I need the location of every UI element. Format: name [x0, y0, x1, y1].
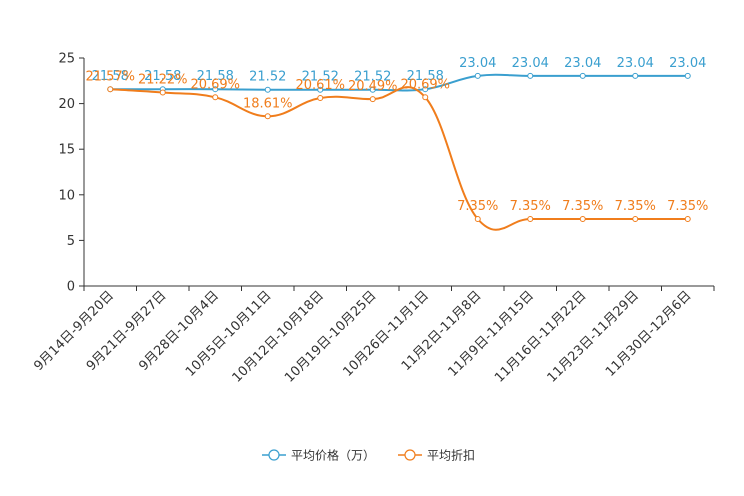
series-layer	[107, 72, 691, 231]
price-series-point[interactable]	[422, 86, 429, 93]
legend: 平均价格（万） 平均折扣	[262, 448, 475, 463]
price-series-data-label: 23.04	[564, 56, 601, 71]
discount-series-data-label: 20.61%	[295, 78, 345, 93]
price-series-point[interactable]	[264, 86, 271, 93]
discount-series-point[interactable]	[264, 113, 271, 120]
discount-series-point[interactable]	[422, 94, 429, 101]
discount-series-point[interactable]	[684, 215, 691, 222]
x-tick-label: 11月23日-11月29日	[545, 288, 642, 385]
price-series-point[interactable]	[527, 72, 534, 79]
data-labels: 21.58 21.58 21.58 21.52 21.52 21.52 21.58 23.04…	[85, 56, 708, 214]
discount-series-point[interactable]	[212, 94, 219, 101]
price-series-data-label: 21.58	[92, 69, 129, 84]
price-series-point[interactable]	[212, 86, 219, 93]
price-series-data-label: 23.04	[617, 56, 654, 71]
y-tick-label: 5	[67, 234, 75, 249]
y-tick-label: 15	[58, 143, 75, 158]
discount-series-data-label: 7.35%	[562, 199, 603, 214]
y-tick-label: 20	[58, 97, 75, 112]
x-tick-label: 10月19日-10月25日	[282, 288, 379, 385]
price-series-data-label: 23.04	[669, 56, 706, 71]
price-series-data-label: 21.52	[302, 70, 339, 85]
price-series-point[interactable]	[579, 72, 586, 79]
price-series-data-label: 21.52	[354, 70, 391, 85]
discount-series-point[interactable]	[107, 86, 114, 93]
price-series-point[interactable]	[684, 72, 691, 79]
y-tick-label: 10	[58, 188, 75, 203]
price-series-data-label: 23.04	[512, 56, 549, 71]
discount-series-data-label: 20.69%	[400, 77, 450, 92]
discount-series-data-label: 7.35%	[667, 199, 708, 214]
discount-series-point[interactable]	[527, 215, 534, 222]
discount-series-point[interactable]	[474, 215, 481, 222]
price-series-point[interactable]	[369, 86, 376, 93]
discount-series-point[interactable]	[159, 89, 166, 96]
price-series-data-label: 23.04	[459, 56, 496, 71]
discount-series-legend-label[interactable]: 平均折扣	[427, 448, 475, 463]
discount-series-data-label: 7.35%	[615, 199, 656, 214]
discount-series-legend-icon	[404, 449, 416, 461]
price-series-legend-icon	[268, 449, 280, 461]
discount-series-data-label: 7.35%	[457, 199, 498, 214]
discount-series-data-label: 18.61%	[243, 96, 293, 111]
y-tick-label: 25	[58, 52, 75, 67]
price-series-data-label: 21.58	[407, 69, 444, 84]
discount-series-point[interactable]	[579, 215, 586, 222]
price-series-point[interactable]	[474, 72, 481, 79]
discount-series-data-label: 7.35%	[510, 199, 551, 214]
x-tick-label: 11月16日-11月22日	[492, 288, 589, 385]
x-tick-label: 10月12日-10月18日	[230, 288, 327, 385]
price-series-point[interactable]	[317, 86, 324, 93]
price-series-data-label: 21.58	[144, 69, 181, 84]
price-series-point[interactable]	[632, 72, 639, 79]
y-tick-label: 0	[67, 280, 75, 295]
discount-series-point[interactable]	[632, 215, 639, 222]
discount-series-point[interactable]	[317, 95, 324, 102]
price-series-data-label: 21.52	[249, 70, 286, 85]
price-series-data-label: 21.58	[197, 69, 234, 84]
price-series-line	[110, 73, 688, 92]
price-series-legend-label[interactable]: 平均价格（万）	[291, 448, 375, 463]
discount-series-data-label: 21.57%	[85, 69, 135, 84]
discount-series-point[interactable]	[369, 96, 376, 103]
discount-series-data-label: 21.22%	[138, 72, 188, 87]
discount-series-data-label: 20.49%	[348, 79, 398, 94]
discount-series-data-label: 20.69%	[190, 77, 240, 92]
